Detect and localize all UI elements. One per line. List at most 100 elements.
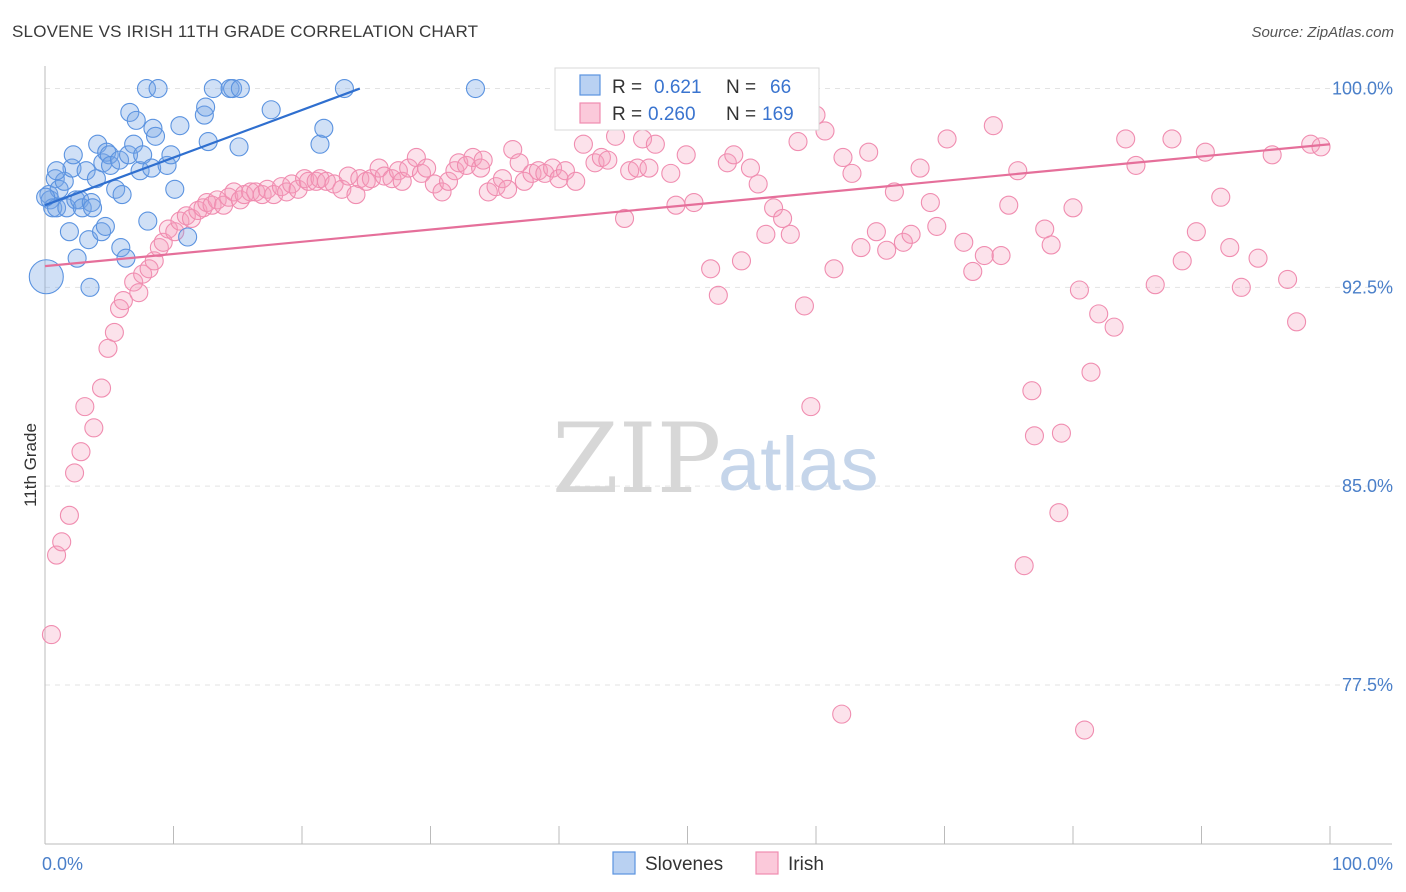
irish-point — [133, 264, 153, 284]
y-tick-label: 77.5% — [1342, 675, 1393, 695]
irish-point — [1063, 198, 1083, 218]
legend-n-value-1: 66 — [770, 77, 791, 98]
irish-point — [566, 171, 586, 191]
irish-point — [1116, 129, 1136, 149]
slovenes-point — [223, 79, 243, 99]
top-legend: R = 0.621 N = 66 R = 0.260 N = 169 — [554, 67, 820, 131]
legend-r-value-2: 0.260 — [648, 104, 696, 125]
irish-point — [170, 211, 190, 231]
irish-point — [1049, 503, 1069, 523]
slovenes-point — [261, 100, 281, 120]
slovenes-point — [80, 277, 100, 297]
irish-point — [740, 158, 761, 178]
bottom-legend: Slovenes Irish — [612, 851, 824, 875]
slovenes-point — [82, 198, 103, 218]
irish-point — [219, 187, 239, 207]
irish-point — [937, 129, 957, 149]
irish-point — [832, 704, 852, 724]
irish-point — [851, 238, 871, 258]
irish-point — [1089, 304, 1109, 324]
irish-point — [432, 182, 452, 202]
slovenes-trend-line — [44, 87, 361, 207]
irish-point — [991, 245, 1011, 266]
slovenes-point — [136, 79, 157, 99]
watermark-zip: ZIP — [552, 403, 721, 515]
irish-point — [724, 145, 744, 165]
legend-r-value-1: 0.621 — [654, 77, 702, 98]
slovenes-point — [194, 105, 214, 125]
slovenes-point — [465, 79, 486, 99]
irish-point — [1014, 556, 1034, 576]
irish-point — [1104, 317, 1124, 337]
irish-point — [842, 163, 862, 183]
slovenes-point — [93, 153, 113, 173]
slovenes-point — [203, 79, 223, 99]
slovenes-point — [229, 137, 249, 157]
legend-r-label-2: R = — [612, 104, 642, 125]
irish-point — [1075, 720, 1095, 740]
slovenes-point — [230, 79, 250, 99]
irish-point — [509, 153, 529, 173]
irish-point — [1126, 155, 1146, 175]
irish-point — [346, 185, 366, 205]
irish-point — [1287, 312, 1307, 332]
irish-point — [833, 147, 853, 168]
irish-point — [1220, 238, 1240, 258]
irish-trend-line — [44, 143, 1331, 268]
irish-point — [65, 463, 85, 483]
irish-point — [1024, 426, 1044, 446]
slovenes-point — [310, 134, 330, 154]
irish-point — [1162, 129, 1182, 149]
slovenes-point — [178, 227, 198, 247]
grid-lines — [45, 88, 1390, 686]
irish-point — [316, 171, 336, 191]
y-tick-label: 100.0% — [1332, 79, 1393, 99]
irish-point — [963, 261, 983, 282]
irish-point — [731, 251, 752, 271]
irish-point — [1211, 187, 1231, 207]
slovenes-point — [109, 150, 130, 170]
irish-point — [165, 222, 185, 242]
y-tick-label: 92.5% — [1342, 277, 1393, 297]
irish-point — [1278, 269, 1298, 289]
irish-point — [1022, 381, 1042, 401]
slovenes-point — [118, 145, 139, 165]
irish-point — [920, 192, 940, 213]
irish-point — [98, 338, 118, 358]
irish-point — [230, 190, 250, 210]
irish-point — [129, 283, 149, 303]
irish-point — [91, 378, 112, 398]
slovenes-point — [59, 222, 79, 242]
irish-point — [910, 158, 930, 178]
irish-point — [424, 174, 444, 194]
irish-point — [794, 296, 814, 316]
legend-n-value-2: 169 — [762, 104, 794, 125]
bottom-legend-slovenes: Slovenes — [645, 854, 723, 875]
irish-point — [701, 259, 721, 279]
slovenes-point — [120, 102, 140, 122]
legend-swatch-irish — [579, 102, 601, 124]
irish-point — [884, 182, 904, 202]
slovenes-point — [145, 126, 166, 146]
irish-point — [859, 142, 879, 162]
irish-point — [75, 397, 95, 417]
irish-point — [492, 169, 513, 189]
irish-point — [999, 195, 1019, 215]
irish-point — [639, 158, 659, 178]
irish-point — [1195, 142, 1215, 162]
irish-point — [717, 153, 737, 173]
axes — [44, 66, 1392, 845]
irish-point — [438, 171, 459, 191]
watermark-atlas: atlas — [718, 422, 879, 507]
slovenes-point — [36, 187, 56, 207]
irish-point — [780, 224, 800, 244]
irish-point — [974, 245, 994, 266]
irish-point — [471, 158, 491, 178]
trend-lines — [44, 87, 1331, 268]
irish-point — [661, 163, 681, 183]
irish-points — [41, 100, 1331, 740]
irish-point — [815, 121, 835, 141]
irish-point — [473, 150, 493, 170]
irish-point — [877, 240, 897, 260]
irish-point — [573, 134, 593, 154]
